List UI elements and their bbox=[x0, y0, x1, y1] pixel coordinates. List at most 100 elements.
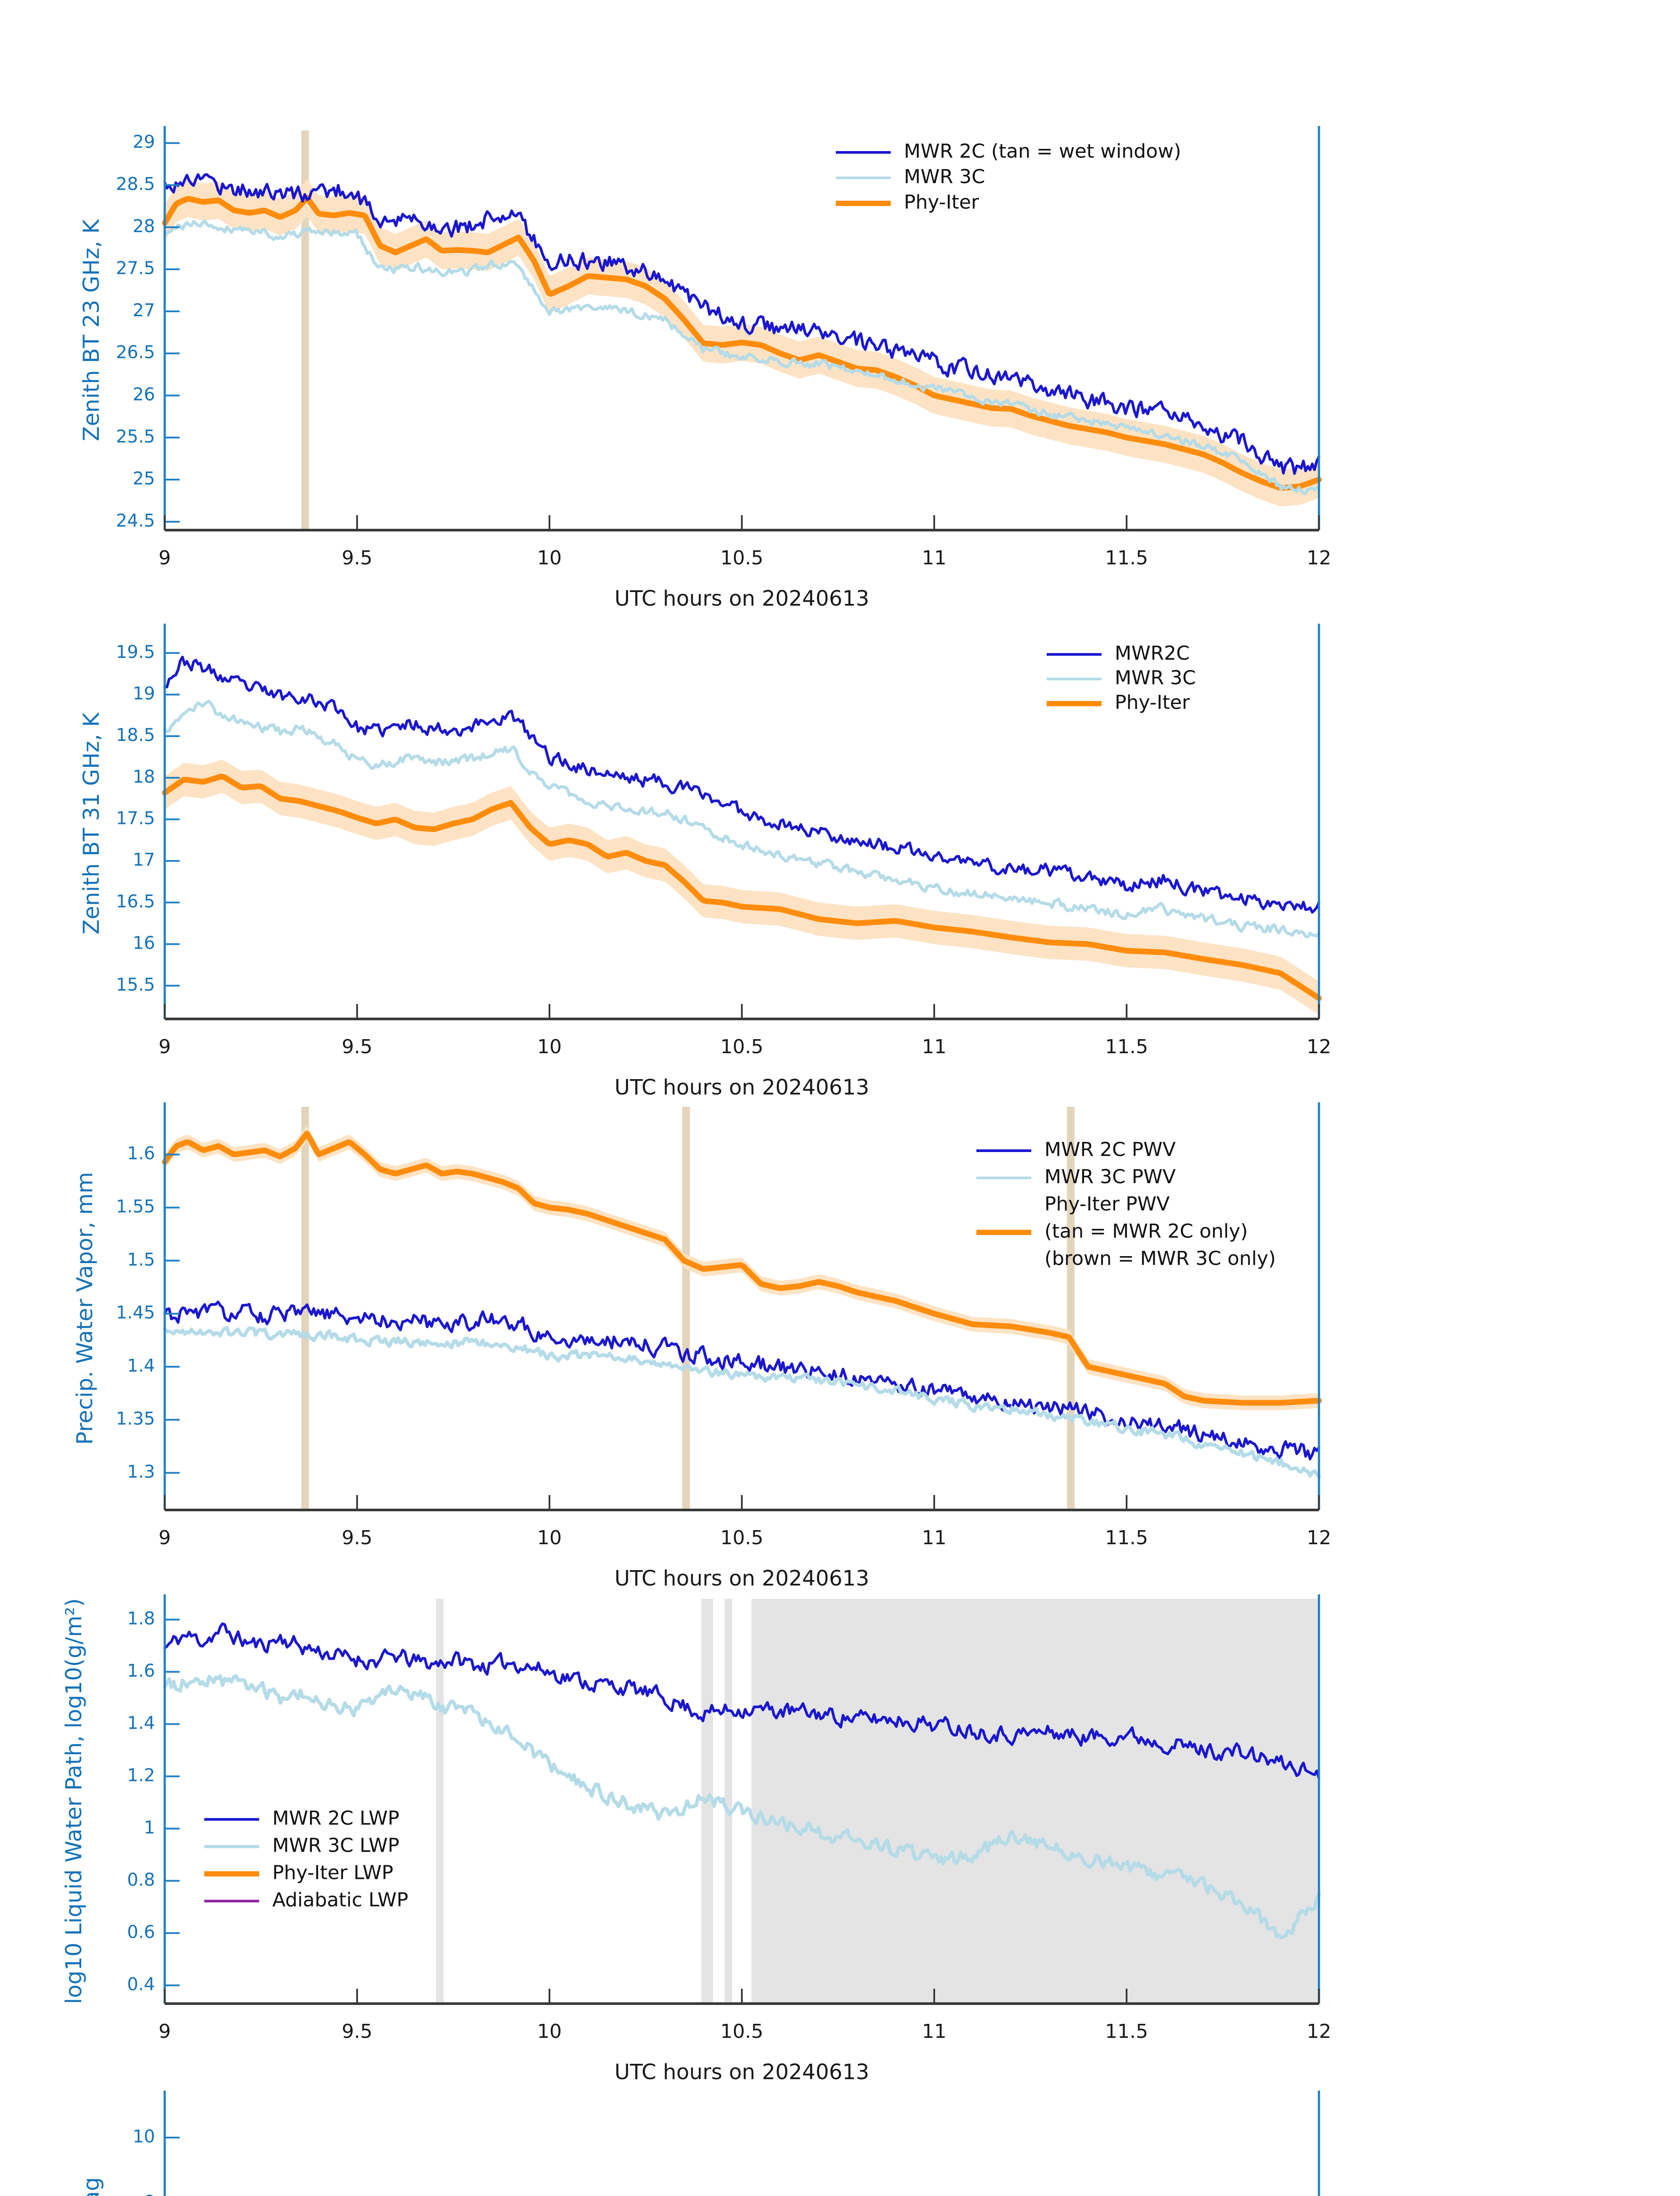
y-tick-label: 25 bbox=[133, 469, 155, 489]
y-tick-label: 0.4 bbox=[127, 1974, 155, 1994]
legend-label: MWR 2C LWP bbox=[272, 1807, 399, 1829]
series-line bbox=[163, 219, 1321, 495]
y-tick-label: 24.5 bbox=[116, 511, 155, 531]
wet-window-band bbox=[682, 1107, 690, 1510]
legend-sublabel: (brown = MWR 3C only) bbox=[1044, 1247, 1276, 1270]
x-tick-label: 9.5 bbox=[342, 1527, 372, 1549]
y-axis-label: log10 Liquid Water Path, log10(g/m²) bbox=[61, 1598, 87, 2004]
series-line bbox=[162, 1131, 1322, 1406]
legend-label: Adiabatic LWP bbox=[272, 1889, 408, 1911]
y-axis-label: Precip. Water Vapor, mm bbox=[72, 1172, 98, 1445]
x-tick-label: 11 bbox=[922, 2020, 947, 2043]
x-tick-label: 11.5 bbox=[1105, 2020, 1148, 2043]
x-tick-label: 12 bbox=[1307, 2020, 1331, 2043]
x-axis-label: UTC hours on 20240613 bbox=[614, 1566, 869, 1591]
x-tick-label: 11.5 bbox=[1105, 1036, 1148, 1058]
flag-window-band bbox=[724, 1599, 733, 2004]
y-axis-label: Zenith BT 23 GHz, K bbox=[79, 219, 104, 441]
uncertainty-band bbox=[165, 759, 1319, 1015]
x-tick-label: 12 bbox=[1307, 1527, 1331, 1549]
flag-window-band bbox=[751, 1599, 1319, 2004]
x-tick-label: 9.5 bbox=[342, 2020, 372, 2043]
series-line bbox=[163, 173, 1320, 475]
y-tick-label: 1.5 bbox=[127, 1250, 155, 1270]
y-tick-label: 27 bbox=[133, 300, 155, 321]
x-tick-label: 10.5 bbox=[720, 547, 763, 569]
y-tick-label: 8 bbox=[144, 2192, 155, 2196]
panel-bt31-container: 15.5 16 16.5 17 17.5 18 18.5 19 19.5 9 9.5 10 10.5 11… bbox=[0, 602, 1680, 1138]
y-tick-label: 1.6 bbox=[127, 1144, 155, 1164]
series-line bbox=[163, 700, 1321, 939]
x-tick-label: 9.5 bbox=[342, 1036, 372, 1058]
x-tick-label: 10.5 bbox=[720, 2020, 763, 2043]
y-tick-label: 16.5 bbox=[116, 892, 155, 912]
legend-label: Phy-Iter bbox=[904, 191, 979, 213]
y-tick-label: 19.5 bbox=[116, 642, 155, 662]
y-tick-label: 0.8 bbox=[127, 1870, 155, 1890]
y-tick-label: 26.5 bbox=[116, 343, 155, 363]
y-tick-label: 17 bbox=[133, 850, 155, 870]
y-tick-label: 29 bbox=[133, 132, 155, 152]
x-tick-label: 12 bbox=[1307, 1036, 1331, 1058]
panel-pwv-container: 1.3 1.35 1.4 1.45 1.5 1.55 1.6 9 9.5 10 10.5 11 11.5… bbox=[0, 1080, 1680, 1629]
y-tick-label: 15.5 bbox=[116, 975, 155, 995]
x-tick-label: 10.5 bbox=[720, 1036, 763, 1058]
x-tick-label: 10 bbox=[537, 547, 562, 569]
series-line bbox=[163, 1674, 1321, 1940]
y-tick-label: 1.45 bbox=[116, 1303, 155, 1323]
panel-bt23: 24.5 25 25.5 26 26.5 27 27.5 28 28.5 29 9 9.5 10 10.5… bbox=[79, 126, 1331, 611]
legend-label: MWR 3C PWV bbox=[1044, 1166, 1176, 1188]
y-tick-label: 10 bbox=[133, 2127, 155, 2147]
legend-label: Phy-Iter bbox=[1115, 691, 1190, 714]
y-tick-label: 1.3 bbox=[127, 1462, 155, 1482]
legend-label: Phy-Iter PWV bbox=[1044, 1193, 1170, 1215]
y-tick-label: 16 bbox=[133, 933, 155, 954]
y-axis-label: MWR Phy Iter DQ Flag bbox=[79, 2177, 104, 2196]
series-line bbox=[162, 195, 1322, 491]
y-axis-label: Zenith BT 31 GHz, K bbox=[79, 712, 104, 934]
y-tick-label: 0.6 bbox=[127, 1922, 155, 1942]
y-tick-label: 1 bbox=[144, 1817, 155, 1838]
y-tick-label: 1.55 bbox=[116, 1197, 155, 1217]
x-axis-label: UTC hours on 20240613 bbox=[614, 2060, 869, 2084]
x-tick-label: 11 bbox=[922, 1527, 947, 1549]
legend-label: MWR2C bbox=[1115, 642, 1190, 665]
x-tick-label: 9.5 bbox=[342, 547, 372, 569]
panel-pwv: 1.3 1.35 1.4 1.45 1.5 1.55 1.6 9 9.5 10 10.5 11 11.5… bbox=[72, 1102, 1331, 1591]
y-tick-label: 1.2 bbox=[127, 1765, 155, 1785]
x-axis-label: UTC hours on 20240613 bbox=[614, 586, 869, 611]
x-tick-label: 9 bbox=[159, 1527, 171, 1549]
series-line bbox=[163, 1326, 1321, 1479]
y-tick-label: 19 bbox=[133, 683, 155, 704]
x-tick-label: 10 bbox=[537, 1036, 562, 1058]
x-axis-label: UTC hours on 20240613 bbox=[614, 1075, 869, 1100]
y-tick-label: 17.5 bbox=[116, 809, 155, 829]
panel-bt23-container: 24.5 25 25.5 26 26.5 27 27.5 28 28.5 29 9 9.5 10 10.5… bbox=[0, 104, 1680, 649]
legend-label: MWR 2C (tan = wet window) bbox=[904, 140, 1181, 163]
y-tick-label: 1.8 bbox=[127, 1609, 155, 1629]
series-line bbox=[162, 773, 1322, 1001]
y-tick-label: 1.4 bbox=[127, 1356, 155, 1376]
y-tick-label: 1.6 bbox=[127, 1661, 155, 1681]
flag-window-band bbox=[436, 1599, 444, 2004]
series-line bbox=[163, 655, 1320, 914]
x-tick-label: 10 bbox=[537, 2020, 562, 2043]
legend-label: Phy-Iter LWP bbox=[272, 1861, 393, 1884]
legend-label: MWR 2C PWV bbox=[1044, 1138, 1176, 1161]
x-tick-label: 11.5 bbox=[1105, 547, 1148, 569]
x-tick-label: 11 bbox=[922, 1036, 947, 1058]
x-tick-label: 11.5 bbox=[1105, 1527, 1148, 1549]
y-tick-label: 1.4 bbox=[127, 1713, 155, 1734]
y-tick-label: 27.5 bbox=[116, 258, 155, 278]
y-tick-label: 1.35 bbox=[116, 1409, 155, 1429]
y-tick-label: 25.5 bbox=[116, 426, 155, 447]
y-tick-label: 28 bbox=[133, 216, 155, 236]
panel-lwp: 0.4 0.6 0.8 1 1.2 1.4 1.6 1.8 9 9.5 10 10.5 11 11.5 12… bbox=[61, 1594, 1331, 2084]
legend-sublabel: (tan = MWR 2C only) bbox=[1044, 1220, 1248, 1242]
legend-label: MWR 3C bbox=[904, 166, 985, 188]
x-tick-label: 9 bbox=[159, 2020, 171, 2043]
x-tick-label: 10.5 bbox=[720, 1527, 763, 1549]
x-tick-label: 9 bbox=[159, 1036, 171, 1058]
